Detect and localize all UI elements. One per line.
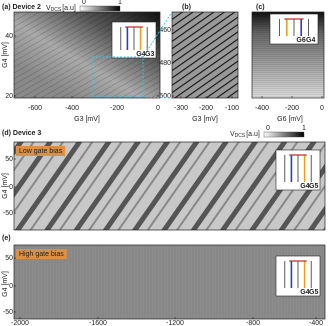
x-axis-label: G3 [mV] xyxy=(74,116,100,123)
y-tick-label: -50 xyxy=(3,309,13,316)
x-tick-label: -2000 xyxy=(11,320,29,326)
x-tick-label: -400 xyxy=(65,105,79,112)
x-tick-label: -100 xyxy=(225,105,239,112)
inset-gate-label: G4 xyxy=(300,289,309,296)
x-tick-label: -1600 xyxy=(89,320,107,326)
inset-gate-label: G4 xyxy=(300,183,309,190)
colorbar-min: 0 xyxy=(266,125,270,132)
x-tick-label: -200 xyxy=(110,105,124,112)
colorbar-symbol: V xyxy=(230,131,235,138)
y-tick-label: 50 xyxy=(5,156,13,163)
y-tick-label: 0 xyxy=(9,283,13,290)
inset-gate-label: G5 xyxy=(309,289,318,296)
y-axis-label: G4 [mV] xyxy=(2,271,9,297)
panel-label: (b) xyxy=(182,4,191,11)
y-tick-label: -50 xyxy=(3,210,13,217)
x-axis-label: G3 [mV] xyxy=(192,116,218,123)
x-tick-label: 0 xyxy=(156,105,160,112)
y-tick-label: -500 xyxy=(157,93,171,100)
colorbar xyxy=(79,5,121,12)
panel-label: (e) xyxy=(2,235,11,242)
y-tick-label: 0 xyxy=(9,184,13,191)
x-tick-label: -200 xyxy=(199,105,213,112)
x-axis-label: G6 [mV] xyxy=(277,116,303,123)
panel-label: (d) Device 3 xyxy=(2,130,41,137)
x-tick-label: -400 xyxy=(255,105,269,112)
colorbar-title: VDCS[a.u] xyxy=(230,131,260,139)
zoom-line xyxy=(142,11,173,58)
x-tick-label: 0 xyxy=(320,105,324,112)
inset-gate-label: G6 xyxy=(296,37,305,44)
zoom-box xyxy=(91,56,144,98)
plot-frame xyxy=(13,141,326,231)
x-tick-label: -400 xyxy=(309,320,323,326)
y-tick-label: 50 xyxy=(5,255,13,262)
colorbar-title: VDCS[a.u] xyxy=(46,5,76,13)
panel-label: (c) xyxy=(256,4,265,11)
colorbar-max: 1 xyxy=(302,125,306,132)
colorbar xyxy=(263,131,305,138)
heatmap xyxy=(14,142,325,230)
y-tick-label: -460 xyxy=(157,27,171,34)
inset-gate-label: G4 xyxy=(306,37,315,44)
bias-tag-box xyxy=(16,146,66,156)
zoom-line xyxy=(142,96,173,99)
x-tick-label: -200 xyxy=(285,105,299,112)
bias-tag: Low gate bias xyxy=(19,148,63,155)
y-tick-label: 20 xyxy=(5,93,13,100)
x-tick-label: -300 xyxy=(174,105,188,112)
y-axis-label: G4 [mV] xyxy=(2,42,9,68)
colorbar-max: 1 xyxy=(118,0,122,6)
colorbar-subscript: DCS xyxy=(51,7,62,13)
inset-gate-label: G3 xyxy=(145,51,154,58)
colorbar-unit: [a.u] xyxy=(246,131,260,138)
bias-tag: High gate bias xyxy=(19,251,64,258)
x-tick-label: -1200 xyxy=(166,320,184,326)
plot-frame xyxy=(251,11,325,99)
inset-gate-label: G5 xyxy=(309,183,318,190)
colorbar-min: 0 xyxy=(82,0,86,6)
plot-frame xyxy=(13,244,326,320)
plot-frame xyxy=(13,11,161,99)
bias-tag-box xyxy=(16,249,67,259)
y-tick-label: 40 xyxy=(5,33,13,40)
inset-gate-label: G4 xyxy=(136,51,145,58)
x-tick-label: -600 xyxy=(28,105,42,112)
x-tick-label: -800 xyxy=(246,320,260,326)
panel-label: (a) Device 2 xyxy=(2,4,41,11)
colorbar-subscript: DCS xyxy=(235,133,246,139)
plot-frame xyxy=(171,11,239,99)
y-tick-label: -480 xyxy=(157,60,171,67)
heatmap xyxy=(172,12,238,98)
colorbar-unit: [a.u] xyxy=(62,5,76,12)
y-axis-label: G4 [mV] xyxy=(2,173,9,199)
colorbar-symbol: V xyxy=(46,5,51,12)
